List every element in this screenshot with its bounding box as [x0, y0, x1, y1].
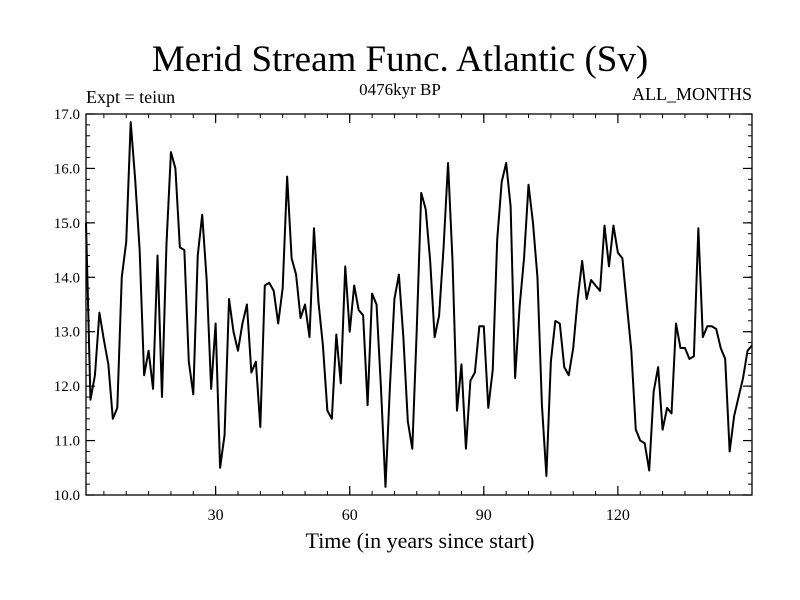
y-tick-label: 11.0	[54, 434, 80, 450]
y-tick-label: 17.0	[54, 107, 80, 123]
chart-subtitle: 0476kyr BP	[359, 80, 441, 99]
y-tick-label: 14.0	[54, 270, 80, 286]
chart-title: Merid Stream Func. Atlantic (Sv)	[151, 39, 649, 80]
months-label: ALL_MONTHS	[632, 84, 752, 104]
y-tick-label: 16.0	[54, 161, 80, 177]
y-tick-label: 15.0	[54, 216, 80, 232]
x-tick-label: 120	[606, 507, 630, 524]
x-tick-label: 60	[342, 507, 358, 524]
plot-frame	[85, 113, 753, 496]
x-tick-label: 30	[208, 507, 224, 524]
series-line	[85, 121, 753, 488]
experiment-label: Expt = teiun	[86, 87, 176, 107]
x-axis-label: Time (in years since start)	[305, 528, 535, 553]
y-tick-label: 12.0	[54, 379, 80, 395]
y-tick-label: 13.0	[54, 325, 80, 341]
x-tick-label: 90	[476, 507, 492, 524]
y-tick-label: 10.0	[54, 488, 80, 504]
